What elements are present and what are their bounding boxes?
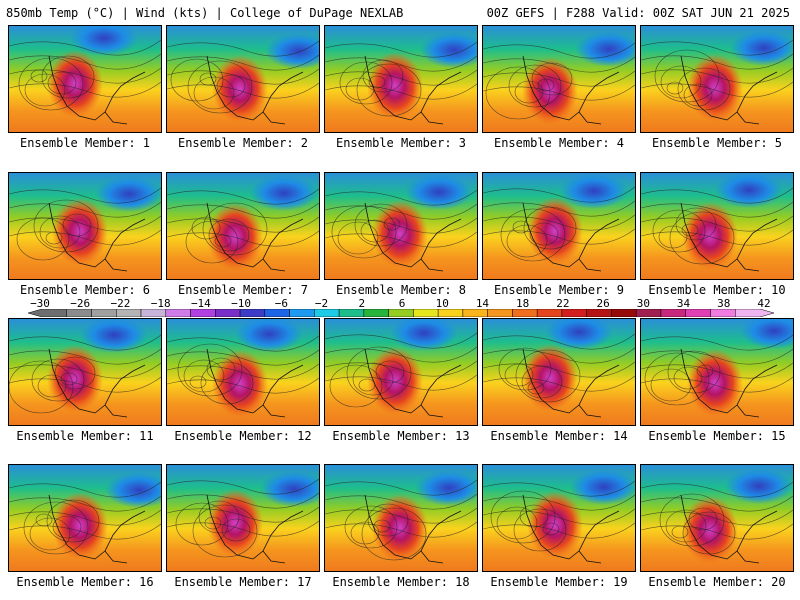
colorbar-tick-label: −10 xyxy=(231,297,252,310)
colorbar-tick-label: −14 xyxy=(190,297,211,310)
ensemble-map-panel xyxy=(8,464,162,572)
colorbar-segment xyxy=(66,309,92,317)
colorbar-segment xyxy=(536,309,563,317)
ensemble-map-panel xyxy=(640,318,794,426)
ensemble-map-panel xyxy=(482,464,636,572)
ensemble-member-label: Ensemble Member: 17 xyxy=(174,575,312,589)
ensemble-member-label: Ensemble Member: 11 xyxy=(16,429,154,443)
colorbar-segment xyxy=(462,309,488,317)
ensemble-member-label: Ensemble Member: 4 xyxy=(493,136,625,150)
ensemble-map-panel xyxy=(324,25,478,133)
ensemble-member-label: Ensemble Member: 9 xyxy=(493,283,625,297)
ensemble-map-panel xyxy=(482,318,636,426)
colorbar-tick-label: 42 xyxy=(757,297,771,310)
colorbar-tick-label: 14 xyxy=(475,297,490,310)
colorbar-segment xyxy=(437,309,464,317)
ensemble-member-label: Ensemble Member: 13 xyxy=(332,429,470,443)
colorbar-segment xyxy=(685,309,711,317)
colorbar-tick-label: −26 xyxy=(70,297,91,310)
ensemble-member-label: Ensemble Member: 14 xyxy=(490,429,628,443)
ensemble-map-panel xyxy=(166,25,320,133)
colorbar-tick-label: 6 xyxy=(398,297,406,310)
colorbar-tick-label: 18 xyxy=(516,297,530,310)
map-title: 850mb Temp (°C) | Wind (kts) | College o… xyxy=(6,6,404,20)
ensemble-map-panel xyxy=(324,318,478,426)
ensemble-map-panel xyxy=(166,318,320,426)
colorbar-segment xyxy=(239,309,266,317)
ensemble-map-panel xyxy=(324,464,478,572)
colorbar-segment xyxy=(586,309,612,317)
ensemble-member-label: Ensemble Member: 3 xyxy=(335,136,467,150)
colorbar-tick-label: 38 xyxy=(717,297,731,310)
colorbar-tick-label: 34 xyxy=(676,297,691,310)
colorbar-segment xyxy=(264,309,290,317)
ensemble-member-label: Ensemble Member: 10 xyxy=(648,283,786,297)
colorbar-segment xyxy=(611,309,637,317)
ensemble-member-label: Ensemble Member: 5 xyxy=(651,136,783,150)
colorbar-segment xyxy=(413,309,439,317)
ensemble-member-label: Ensemble Member: 20 xyxy=(648,575,786,589)
ensemble-map-panel xyxy=(8,172,162,280)
colorbar-segment xyxy=(215,309,241,317)
ensemble-member-label: Ensemble Member: 12 xyxy=(174,429,312,443)
colorbar-segment xyxy=(710,309,736,317)
ensemble-member-label: Ensemble Member: 18 xyxy=(332,575,470,589)
colorbar-segment xyxy=(363,309,389,317)
colorbar-tick-label: 22 xyxy=(556,297,570,310)
colorbar-tick-label: 10 xyxy=(435,297,449,310)
colorbar-segment xyxy=(338,309,365,317)
ensemble-map-panel xyxy=(8,318,162,426)
model-run-info: 00Z GEFS | F288 Valid: 00Z SAT JUN 21 20… xyxy=(486,6,790,20)
colorbar-segment xyxy=(28,309,68,317)
ensemble-map-panel xyxy=(640,25,794,133)
colorbar-segment xyxy=(512,309,538,317)
colorbar-tick-label: −6 xyxy=(274,297,288,310)
colorbar-tick-label: −2 xyxy=(314,297,329,310)
ensemble-map-panel xyxy=(482,172,636,280)
colorbar-segment xyxy=(561,309,587,317)
colorbar-segment xyxy=(660,309,686,317)
temperature-colorbar xyxy=(28,309,774,317)
colorbar-tick-label: −22 xyxy=(110,297,131,310)
ensemble-map-panel xyxy=(482,25,636,133)
ensemble-member-label: Ensemble Member: 19 xyxy=(490,575,628,589)
colorbar-segment xyxy=(314,309,340,317)
ensemble-member-label: Ensemble Member: 8 xyxy=(335,283,467,297)
colorbar-segment xyxy=(116,309,142,317)
ensemble-map-panel xyxy=(640,464,794,572)
ensemble-map-panel xyxy=(324,172,478,280)
colorbar-segment xyxy=(388,309,414,317)
ensemble-member-label: Ensemble Member: 16 xyxy=(16,575,154,589)
ensemble-member-label: Ensemble Member: 2 xyxy=(177,136,309,150)
colorbar-segment xyxy=(635,309,662,317)
colorbar-segment xyxy=(140,309,167,317)
ensemble-map-panel xyxy=(166,172,320,280)
ensemble-map-panel xyxy=(640,172,794,280)
colorbar-segment xyxy=(190,309,216,317)
colorbar-tick-label: −18 xyxy=(150,297,171,310)
ensemble-member-label: Ensemble Member: 7 xyxy=(177,283,309,297)
colorbar-segment xyxy=(734,309,774,317)
colorbar-segment xyxy=(165,309,191,317)
ensemble-member-label: Ensemble Member: 15 xyxy=(648,429,786,443)
ensemble-member-label: Ensemble Member: 6 xyxy=(19,283,151,297)
colorbar-segment xyxy=(487,309,513,317)
colorbar-segment xyxy=(91,309,117,317)
ensemble-map-panel xyxy=(166,464,320,572)
colorbar-tick-label: 30 xyxy=(636,297,650,310)
ensemble-member-label: Ensemble Member: 1 xyxy=(19,136,151,150)
colorbar-tick-label: 26 xyxy=(596,297,610,310)
colorbar-tick-label: −30 xyxy=(30,297,50,310)
colorbar-segment xyxy=(289,309,315,317)
ensemble-map-panel xyxy=(8,25,162,133)
colorbar-tick-label: 2 xyxy=(358,297,366,310)
